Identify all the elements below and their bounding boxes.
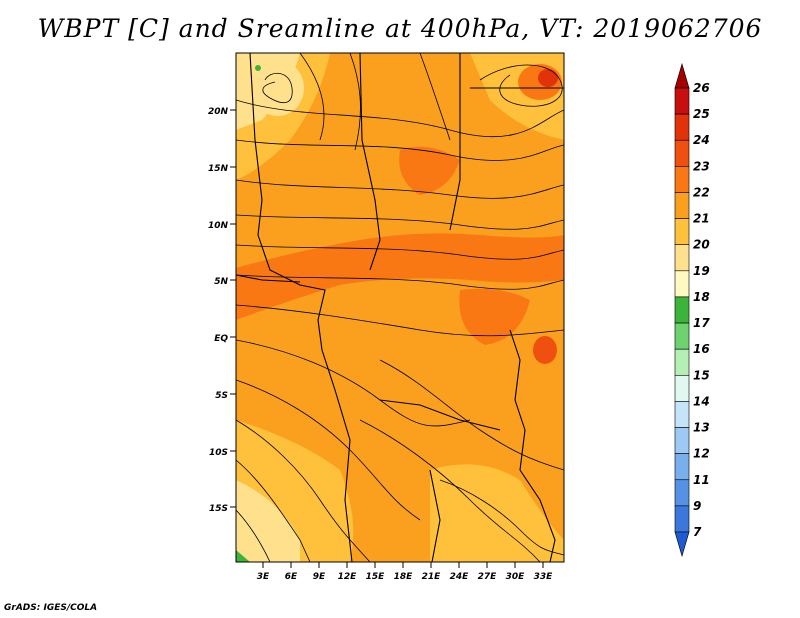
colorbar-swatch bbox=[674, 218, 690, 246]
colorbar-label: 16 bbox=[693, 342, 710, 356]
lat-tick-label: 20N bbox=[208, 107, 229, 117]
lon-tick-label: 9E bbox=[313, 572, 326, 582]
colorbar-swatch bbox=[674, 453, 690, 481]
colorbar-swatch bbox=[674, 401, 690, 428]
colorbar-swatch bbox=[674, 322, 690, 350]
lat-tick-label: 5S bbox=[215, 391, 228, 401]
lon-tick-label: 24E bbox=[450, 572, 470, 582]
lat-tick-label: EQ bbox=[214, 334, 228, 344]
lat-tick-label: 15S bbox=[209, 504, 228, 514]
lon-tick-label: 21E bbox=[422, 572, 442, 582]
lat-tick-label: 5N bbox=[214, 277, 228, 287]
colorbar-label: 13 bbox=[693, 421, 710, 435]
lon-tick-label: 15E bbox=[366, 572, 386, 582]
wbpt-field bbox=[236, 53, 564, 562]
colorbar-swatch bbox=[674, 427, 690, 454]
colorbar-label: 7 bbox=[693, 525, 702, 539]
colorbar: 26 25 24 23 22 21 20 19 18 17 16 15 14 13 12 11 9 7 bbox=[674, 62, 710, 558]
lon-tick-label: 27E bbox=[478, 572, 498, 582]
colorbar-label: 18 bbox=[693, 290, 710, 304]
colorbar-swatch bbox=[674, 296, 690, 324]
colorbar-swatch bbox=[674, 479, 690, 507]
colorbar-swatch bbox=[674, 244, 690, 272]
map-frame bbox=[235, 52, 565, 563]
colorbar-label: 15 bbox=[693, 368, 710, 382]
colorbar-label: 19 bbox=[693, 264, 710, 278]
colorbar-swatch bbox=[674, 166, 690, 193]
colorbar-swatch bbox=[674, 374, 690, 402]
lat-axis: 20N 15N 10N 5N EQ 5S 10S 15S bbox=[208, 107, 236, 514]
lon-tick-label: 18E bbox=[394, 572, 414, 582]
lat-tick-label: 15N bbox=[208, 164, 229, 174]
colorbar-label: 23 bbox=[693, 159, 710, 173]
colorbar-swatch bbox=[674, 192, 690, 219]
lat-tick-label: 10N bbox=[208, 221, 229, 231]
colorbar-swatch bbox=[674, 505, 690, 533]
lon-tick-label: 6E bbox=[285, 572, 298, 582]
colorbar-label: 12 bbox=[693, 447, 710, 461]
lon-tick-label: 30E bbox=[506, 572, 526, 582]
footer-credit: GrADS: IGES/COLA bbox=[4, 603, 98, 613]
colorbar-top-arrow bbox=[674, 62, 690, 89]
colorbar-label: 9 bbox=[693, 499, 701, 513]
colorbar-swatch bbox=[674, 348, 690, 376]
colorbar-label: 22 bbox=[693, 185, 710, 199]
colorbar-swatch bbox=[674, 270, 690, 298]
country-borders bbox=[236, 53, 564, 562]
chart-title: WBPT [C] and Sreamline at 400hPa, VT: 20… bbox=[37, 14, 763, 43]
colorbar-label: 11 bbox=[693, 473, 710, 487]
colorbar-swatch bbox=[674, 113, 690, 141]
lon-tick-label: 3E bbox=[257, 572, 270, 582]
colorbar-label: 24 bbox=[693, 133, 710, 147]
lon-axis: 3E 6E 9E 12E 15E 18E 21E 24E 27E 30E 33E bbox=[257, 562, 553, 582]
lon-tick-label: 12E bbox=[338, 572, 358, 582]
colorbar-bottom-arrow bbox=[674, 531, 690, 558]
colorbar-label: 17 bbox=[693, 316, 710, 330]
colorbar-label: 21 bbox=[693, 212, 710, 226]
streamlines bbox=[236, 53, 564, 562]
colorbar-label: 25 bbox=[693, 107, 710, 121]
lat-tick-label: 10S bbox=[209, 448, 228, 458]
colorbar-swatch bbox=[674, 139, 690, 167]
colorbar-swatch bbox=[674, 87, 690, 115]
lon-tick-label: 33E bbox=[534, 572, 554, 582]
colorbar-label: 20 bbox=[693, 238, 710, 252]
colorbar-label: 26 bbox=[693, 81, 710, 95]
colorbar-label: 14 bbox=[693, 394, 710, 408]
